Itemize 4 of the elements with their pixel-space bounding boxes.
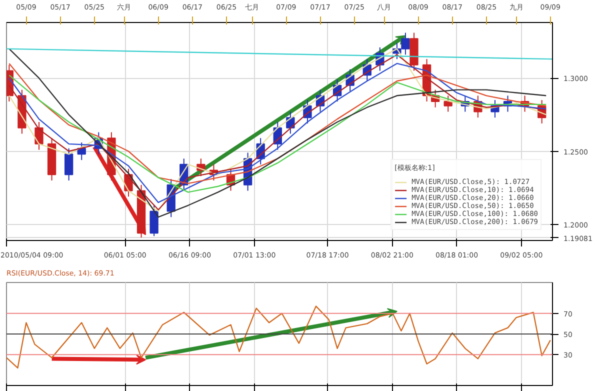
candlestick xyxy=(444,95,452,112)
candlestick xyxy=(150,204,158,237)
line-series xyxy=(6,306,551,369)
candlestick xyxy=(64,148,74,182)
